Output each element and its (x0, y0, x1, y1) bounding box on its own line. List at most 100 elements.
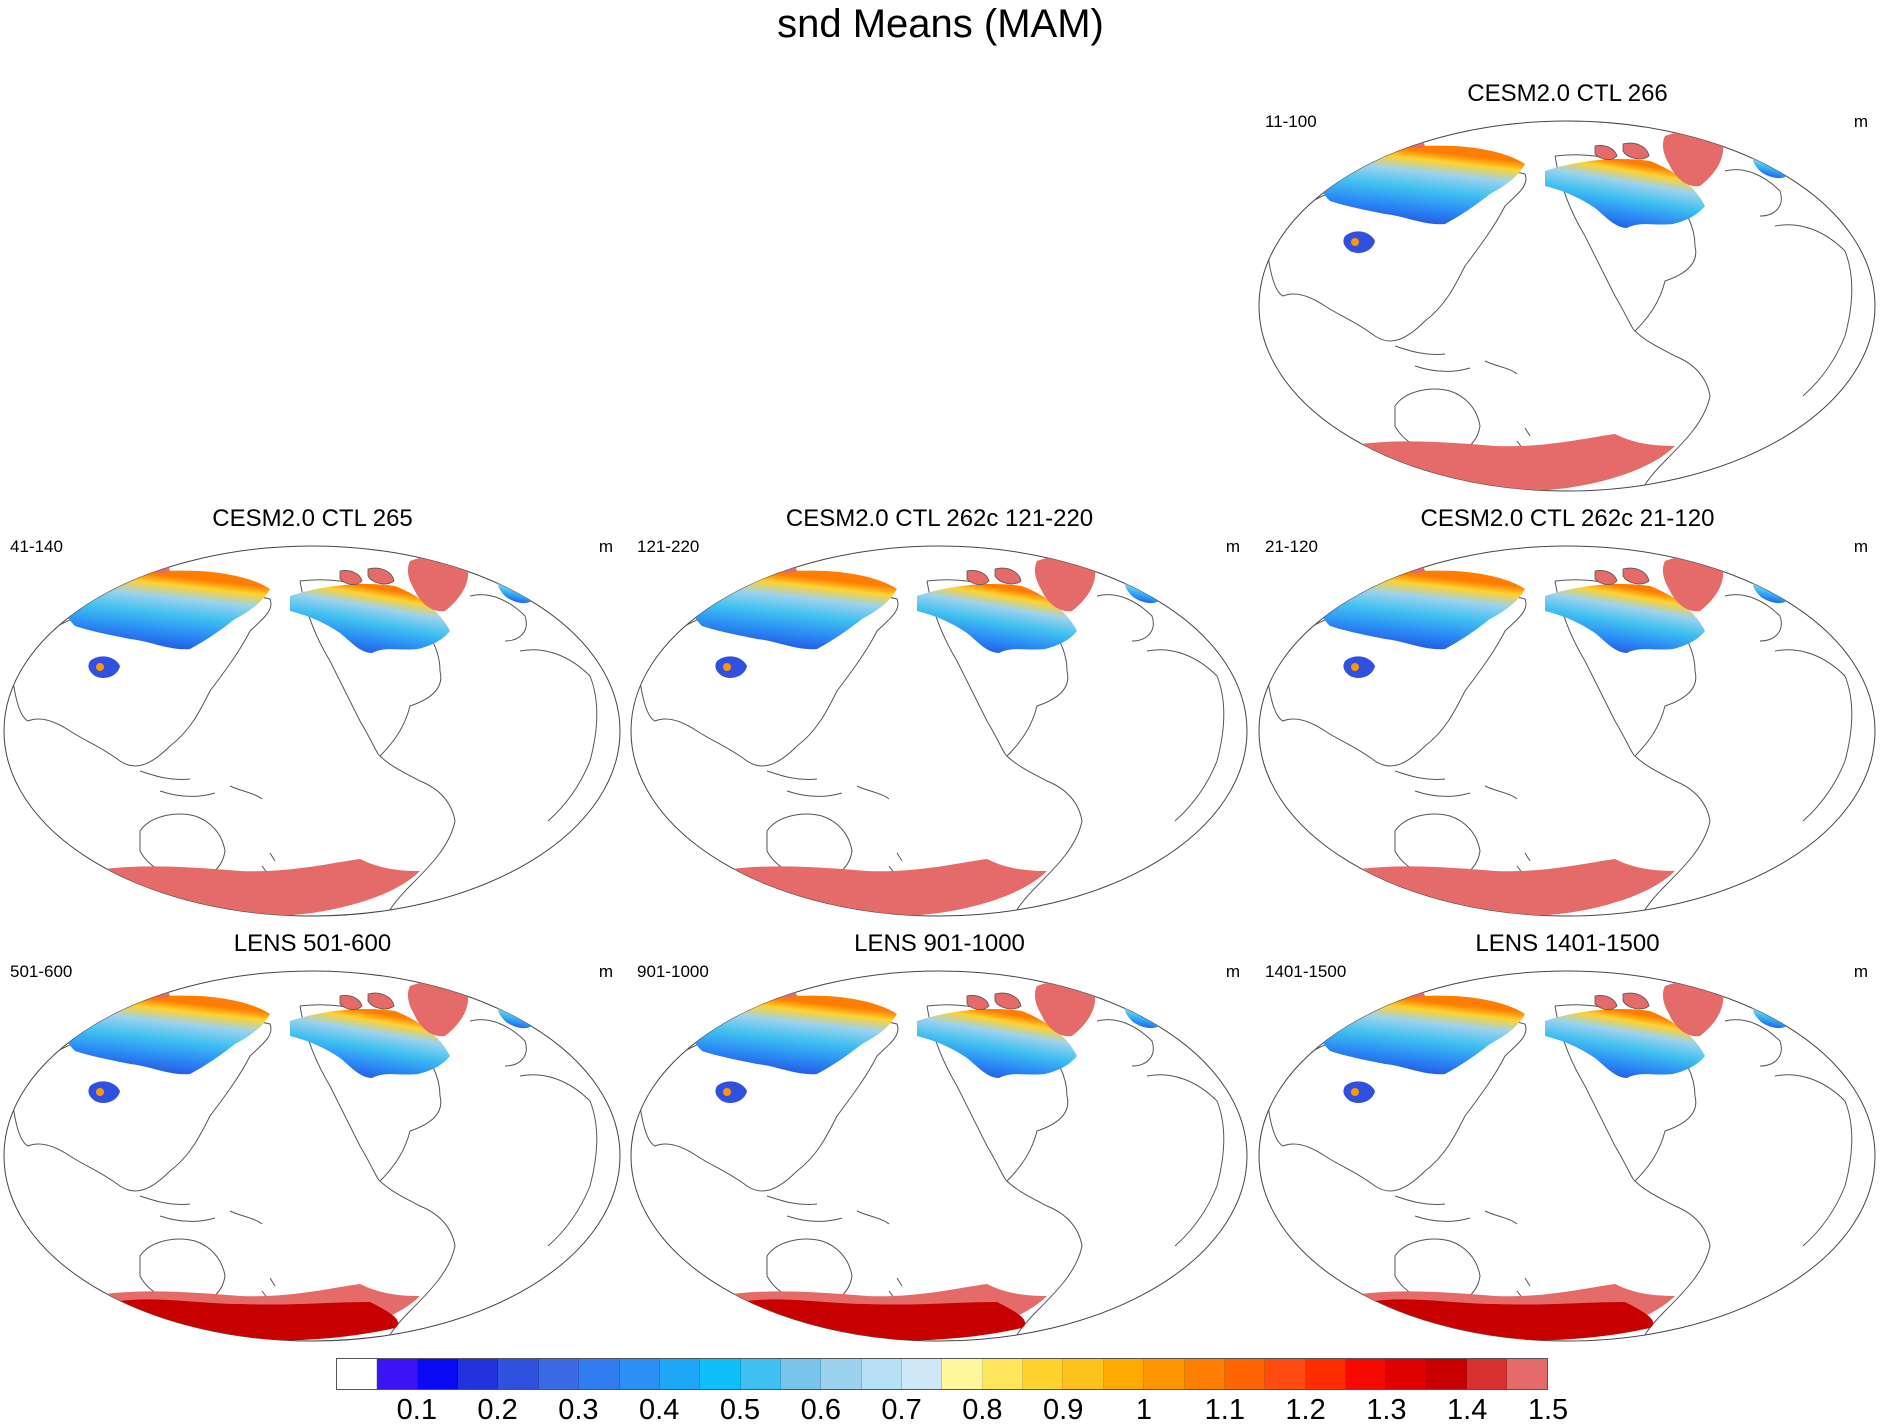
globe-map (630, 970, 1248, 1342)
colorbar-label: 0.6 (800, 1394, 841, 1426)
africa-coastline (1774, 1074, 1853, 1247)
greenland-ice (1662, 556, 1724, 612)
snow-tibet-peak (96, 663, 104, 671)
snow-north-america (917, 1009, 1077, 1078)
panel-title: LENS 901-1000 (854, 930, 1025, 957)
colorbar-box (942, 1359, 983, 1389)
colorbar-box (982, 1359, 1024, 1389)
colorbar-box (1345, 1359, 1387, 1389)
panel-title: CESM2.0 CTL 265 (212, 505, 413, 532)
globe-map (1258, 545, 1876, 917)
africa-coastline (1774, 649, 1853, 822)
colorbar-box (740, 1359, 781, 1389)
snow-eurasia (686, 995, 897, 1075)
snow-eurasia (59, 995, 270, 1075)
panel-years: 901-1000 (637, 962, 709, 981)
snow-tibet (1343, 1081, 1375, 1103)
europe-coastline (1096, 594, 1154, 642)
globe-map (3, 970, 621, 1342)
indonesia-coastline (766, 1195, 890, 1225)
siberian-islands (1403, 986, 1425, 999)
colorbar-box (1224, 1359, 1266, 1389)
panel-title: CESM2.0 CTL 262c 121-220 (785, 505, 1094, 532)
greenland-ice (407, 981, 469, 1037)
americas-west-coastline (926, 1005, 1008, 1182)
colorbar-box (417, 1359, 459, 1389)
snow-north-america (290, 584, 450, 653)
greenland-ice (407, 556, 469, 612)
panel-units: m (598, 537, 613, 556)
main-title: snd Means (MAM) (777, 2, 1104, 46)
snow-tibet (1343, 231, 1375, 253)
europe-coastline (1096, 1019, 1154, 1067)
snow-tibet (715, 1081, 747, 1103)
snow-tibet-peak (723, 663, 731, 671)
antarctica-deep-snow (1369, 1299, 1654, 1341)
snow-north-america (1545, 1009, 1705, 1078)
snow-tibet-peak (723, 1088, 731, 1096)
americas-west-coastline (1554, 1005, 1636, 1182)
africa-coastline (519, 649, 598, 822)
snow-tibet-peak (1351, 663, 1359, 671)
colorbar-box (1426, 1359, 1468, 1389)
panel-units: m (1225, 537, 1240, 556)
panel-units: m (598, 962, 613, 981)
colorbar-box (337, 1359, 378, 1389)
greenland-ice (1662, 981, 1724, 1037)
colorbar-box (1467, 1359, 1508, 1389)
colorbar-label: 0.1 (396, 1394, 437, 1426)
panel-years: 41-140 (10, 537, 63, 556)
panel-title: CESM2.0 CTL 266 (1467, 80, 1668, 107)
snow-eurasia (1314, 145, 1525, 225)
europe-coastline (469, 594, 527, 642)
colorbar-box (1386, 1359, 1427, 1389)
colorbar-box (1265, 1359, 1306, 1389)
americas-west-coastline (1554, 155, 1636, 332)
colorbar-box (1305, 1359, 1346, 1389)
colorbar-label: 0.2 (477, 1394, 518, 1426)
colorbar-box (1103, 1359, 1145, 1389)
colorbar-box (377, 1359, 418, 1389)
indonesia-coastline (139, 1195, 263, 1225)
map-panel-lens-901: LENS 901-1000 901-1000 m (627, 930, 1252, 1350)
colorbar-label: 0.8 (962, 1394, 1003, 1426)
snow-north-america (290, 1009, 450, 1078)
arctic-islands (339, 567, 395, 585)
indonesia-coastline (766, 770, 890, 800)
siberian-islands (775, 986, 797, 999)
map-panel-cesm-262c-121: CESM2.0 CTL 262c 121-220 121-220 m (627, 505, 1252, 925)
colorbar-box (700, 1359, 741, 1389)
globe-map (630, 545, 1248, 917)
snow-eurasia (59, 570, 270, 650)
arctic-islands (966, 567, 1022, 585)
antarctica-deep-snow (114, 1299, 399, 1341)
snow-tibet-peak (96, 1088, 104, 1096)
map-panel-lens-501: LENS 501-600 501-600 m (0, 930, 625, 1350)
colorbar-label: 0.5 (719, 1394, 761, 1426)
indonesia-coastline (1394, 345, 1518, 375)
panel-years: 121-220 (637, 537, 700, 556)
snow-north-america (1545, 159, 1705, 228)
panel-title: LENS 1401-1500 (1475, 930, 1660, 957)
snow-north-america (1545, 584, 1705, 653)
americas-west-coastline (926, 580, 1008, 757)
siberian-islands (1403, 561, 1425, 574)
colorbar-label: 0.3 (558, 1394, 599, 1426)
map-panel-lens-1401: LENS 1401-1500 1401-1500 m (1255, 930, 1880, 1350)
indonesia-coastline (139, 770, 263, 800)
colorbar-label: 0.9 (1043, 1394, 1084, 1426)
colorbar-label: 0.4 (639, 1394, 680, 1426)
europe-coastline (1724, 169, 1782, 217)
map-panel-cesm-266: CESM2.0 CTL 266 11-100 m (1255, 80, 1880, 500)
europe-coastline (469, 1019, 527, 1067)
siberian-islands (1403, 136, 1425, 149)
panel-title: CESM2.0 CTL 262c 21-120 (1420, 505, 1715, 532)
panel-years: 501-600 (10, 962, 73, 981)
globe-map (1258, 970, 1876, 1342)
indonesia-coastline (1394, 1195, 1518, 1225)
siberian-islands (148, 561, 170, 574)
colorbar-box (1023, 1359, 1064, 1389)
greenland-ice (1034, 981, 1096, 1037)
colorbar-label: 0.7 (881, 1394, 922, 1426)
panel-units: m (1853, 112, 1868, 131)
